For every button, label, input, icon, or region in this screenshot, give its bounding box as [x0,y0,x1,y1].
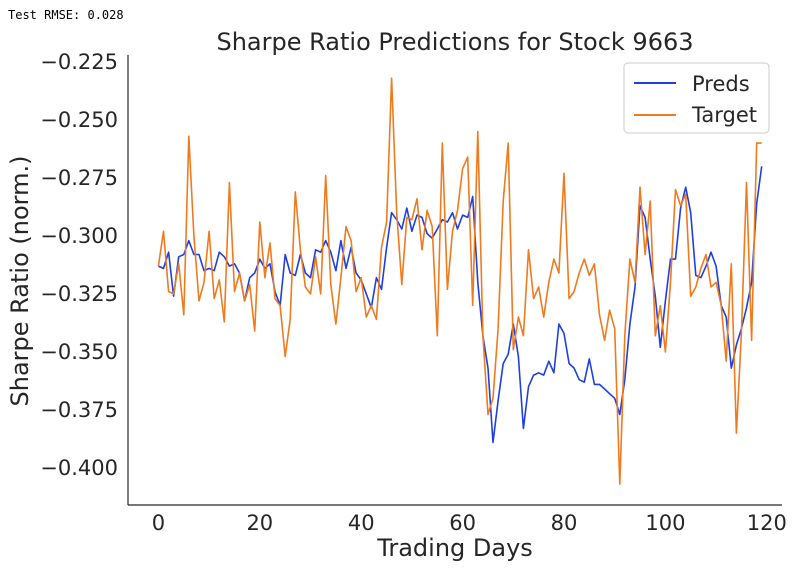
series-lines [157,77,763,485]
series-line-target [157,77,762,485]
legend-label-target: Target [691,103,757,127]
rmse-annotation: Test RMSE: 0.028 [8,8,124,22]
y-ticks: −0.225 −0.250 −0.275 −0.300 −0.325 −0.350 −0.3… [40,50,118,480]
x-tick-label: 100 [645,511,685,535]
y-axis-label: Sharpe Ratio (norm.) [6,156,34,407]
x-tick-label: 20 [246,511,273,535]
x-axis-label: Trading Days [376,534,533,562]
legend: Preds Target [623,62,770,134]
chart-title: Sharpe Ratio Predictions for Stock 9663 [216,28,693,56]
y-tick-label: −0.225 [40,50,118,74]
legend-label-preds: Preds [692,72,750,96]
y-tick-label: −0.275 [40,166,118,190]
y-tick-label: −0.375 [40,398,118,422]
y-tick-label: −0.350 [40,340,118,364]
series-line-preds [158,166,763,444]
x-tick-label: 80 [551,511,578,535]
y-tick-label: −0.250 [40,108,118,132]
y-tick-label: −0.325 [40,282,118,306]
y-tick-label: −0.300 [40,224,118,248]
x-tick-label: 120 [747,511,787,535]
x-tick-label: 40 [348,511,375,535]
y-tick-label: −0.400 [40,456,118,480]
x-tick-label: 0 [152,511,165,535]
x-ticks: 0 20 40 60 80 100 120 [152,511,787,535]
x-tick-label: 60 [449,511,476,535]
